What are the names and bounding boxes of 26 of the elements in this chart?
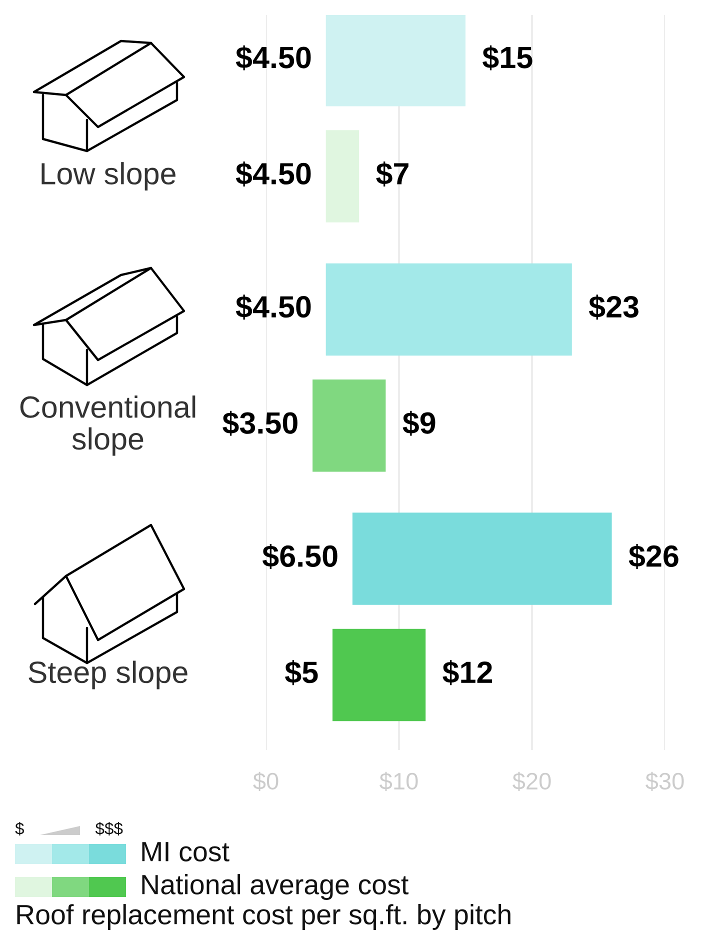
annotation: $23 [588, 294, 638, 320]
text: $$$ [95, 822, 123, 836]
bar [326, 263, 572, 356]
annotation: $9 [402, 410, 436, 436]
annotation: $3.50 [222, 410, 298, 436]
legend-label: National average cost [142, 874, 408, 900]
legend-label: MI cost [142, 842, 230, 862]
y-tick-label: Low slope [42, 162, 176, 191]
y-tick-label: Conventional slope [20, 395, 196, 456]
annotation: $5 [285, 660, 318, 686]
annotation: $26 [628, 544, 678, 569]
annotation: $4.50 [236, 294, 311, 320]
bar [332, 628, 426, 722]
text: $ [15, 822, 24, 836]
annotation: $12 [442, 660, 492, 686]
bar [312, 380, 386, 472]
annotation: $7 [376, 162, 408, 186]
annotation: $15 [482, 45, 532, 70]
text: Roof replacement cost per sq.ft. by pitch [17, 904, 510, 930]
annotation: $6.50 [262, 544, 338, 569]
bar [326, 15, 466, 106]
annotation: $4.50 [236, 162, 311, 186]
y-tick-label: Steep slope [28, 660, 188, 690]
bar [352, 512, 612, 605]
annotation: $4.50 [236, 45, 311, 70]
bar [326, 130, 360, 222]
